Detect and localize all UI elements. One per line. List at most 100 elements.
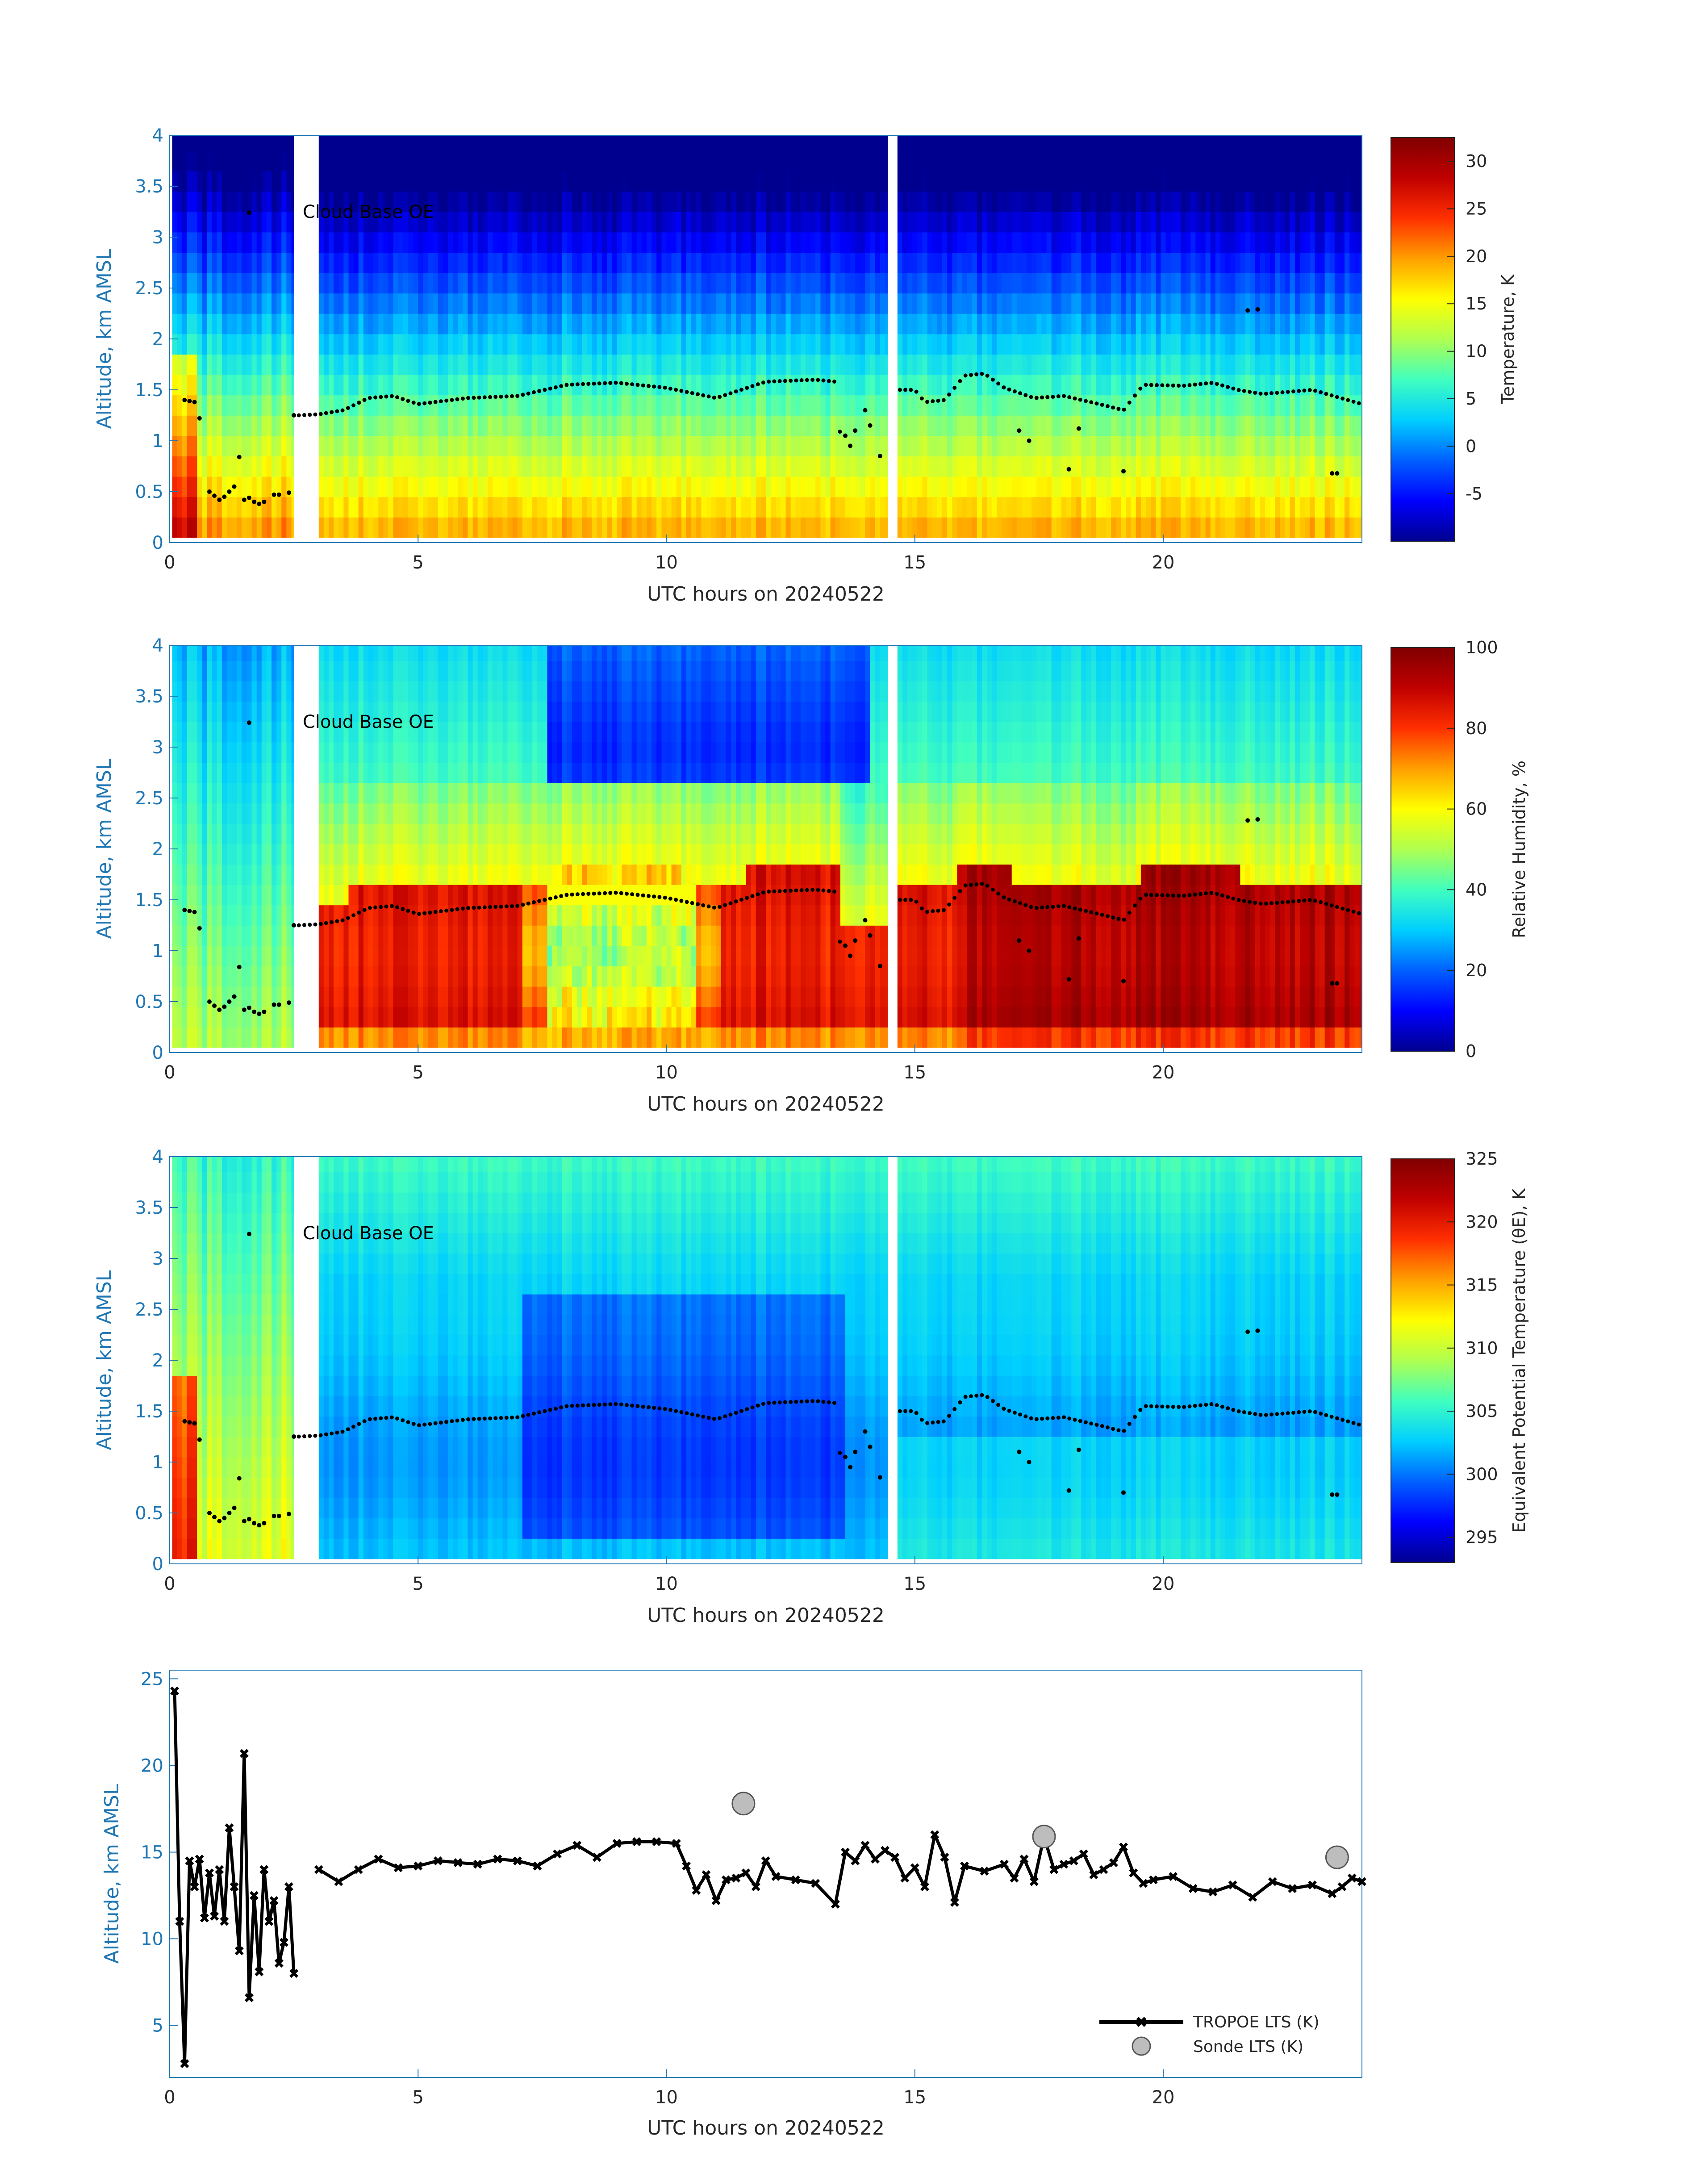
heatmap-cell: [706, 517, 712, 538]
heatmap-cell: [1002, 212, 1007, 233]
heatmap-cell: [997, 456, 1002, 477]
heatmap-cell: [1200, 476, 1206, 497]
heatmap-cell: [182, 272, 188, 294]
heatmap-cell: [343, 252, 349, 273]
heatmap-cell: [1126, 171, 1132, 192]
heatmap-cell: [1210, 232, 1216, 253]
heatmap-cell: [781, 476, 786, 497]
heatmap-cell: [612, 334, 617, 355]
heatmap-cell: [760, 252, 766, 273]
heatmap-cell: [477, 334, 483, 355]
heatmap-cell: [1170, 334, 1176, 355]
heatmap-cell: [348, 435, 354, 456]
heatmap-cell: [482, 135, 488, 151]
heatmap-cell: [1031, 435, 1037, 456]
heatmap-cell: [686, 395, 692, 416]
heatmap-cell: [1126, 476, 1132, 497]
heatmap-cell: [281, 135, 287, 151]
heatmap-cell: [1299, 171, 1305, 192]
heatmap-cell: [716, 497, 722, 518]
heatmap-cell: [271, 517, 277, 538]
cloud-base-point: [1346, 398, 1350, 402]
heatmap-cell: [418, 354, 424, 375]
heatmap-cell: [1359, 456, 1362, 477]
heatmap-cell: [1339, 150, 1345, 171]
heatmap-cell: [1180, 252, 1186, 273]
heatmap-cell: [1220, 476, 1226, 497]
heatmap-cell: [413, 476, 418, 497]
heatmap-cell: [932, 435, 938, 456]
heatmap-cell: [691, 272, 697, 294]
heatmap-cell: [1186, 150, 1191, 171]
heatmap-cell: [661, 497, 667, 518]
heatmap-cell: [1205, 334, 1211, 355]
heatmap-cell: [656, 374, 662, 396]
heatmap-cell: [413, 374, 418, 396]
heatmap-cell: [373, 456, 379, 477]
heatmap-cell: [1071, 435, 1077, 456]
heatmap-cell: [497, 476, 503, 497]
heatmap-cell: [177, 925, 183, 946]
heatmap-cell: [1245, 232, 1251, 253]
heatmap-cell: [865, 232, 871, 253]
heatmap-cell: [716, 374, 722, 396]
heatmap-cell: [1265, 272, 1270, 294]
heatmap-cell: [845, 191, 851, 212]
heatmap-cell: [458, 415, 464, 436]
heatmap-cell: [1056, 252, 1062, 273]
heatmap-cell: [177, 844, 183, 865]
heatmap-cell: [378, 334, 384, 355]
heatmap-cell: [1081, 293, 1087, 314]
heatmap-cell: [408, 456, 413, 477]
heatmap-cell: [1121, 334, 1127, 355]
heatmap-cell: [771, 415, 776, 436]
heatmap-cell: [488, 252, 493, 273]
cloud-base-point: [783, 379, 787, 383]
heatmap-cell: [1106, 150, 1111, 171]
heatmap-cell: [286, 212, 292, 233]
heatmap-cell: [1320, 435, 1325, 456]
heatmap-cell: [1076, 354, 1082, 375]
heatmap-cell: [423, 293, 429, 314]
heatmap-cell: [820, 456, 826, 477]
heatmap-cell: [202, 232, 208, 253]
heatmap-cell: [261, 252, 267, 273]
cloud-base-point: [1094, 401, 1099, 406]
heatmap-cell: [1041, 354, 1047, 375]
heatmap-cell: [815, 293, 821, 314]
heatmap-cell: [942, 150, 948, 171]
heatmap-cell: [671, 517, 677, 538]
heatmap-cell: [997, 334, 1002, 355]
heatmap-cell: [542, 517, 548, 538]
heatmap-cell: [403, 476, 409, 497]
heatmap-cell: [820, 354, 826, 375]
heatmap-cell: [217, 135, 222, 151]
heatmap-cell: [1036, 212, 1042, 233]
heatmap-cell: [800, 456, 806, 477]
heatmap-cell: [512, 415, 518, 436]
heatmap-cell: [942, 395, 948, 416]
heatmap-cell: [972, 171, 977, 192]
heatmap-cell: [776, 212, 781, 233]
heatmap-cell: [1036, 191, 1042, 212]
heatmap-cell: [726, 191, 731, 212]
heatmap-cell: [517, 435, 523, 456]
heatmap-cell: [177, 334, 183, 355]
heatmap-cell: [1175, 191, 1181, 212]
heatmap-cell: [221, 497, 227, 518]
heatmap-cell: [472, 313, 478, 334]
heatmap-cell: [266, 293, 272, 314]
heatmap-cell: [276, 150, 282, 171]
heatmap-cell: [1225, 313, 1231, 334]
heatmap-cell: [1334, 476, 1340, 497]
heatmap-cell: [177, 293, 183, 314]
heatmap-cell: [552, 232, 558, 253]
heatmap-cell: [1215, 415, 1221, 436]
heatmap-cell: [1111, 150, 1117, 171]
heatmap-cell: [1151, 435, 1157, 456]
heatmap-cell: [766, 232, 771, 253]
heatmap-cell: [1106, 415, 1111, 436]
heatmap-cell: [711, 191, 717, 212]
heatmap-cell: [1046, 232, 1052, 253]
heatmap-cell: [271, 150, 277, 171]
